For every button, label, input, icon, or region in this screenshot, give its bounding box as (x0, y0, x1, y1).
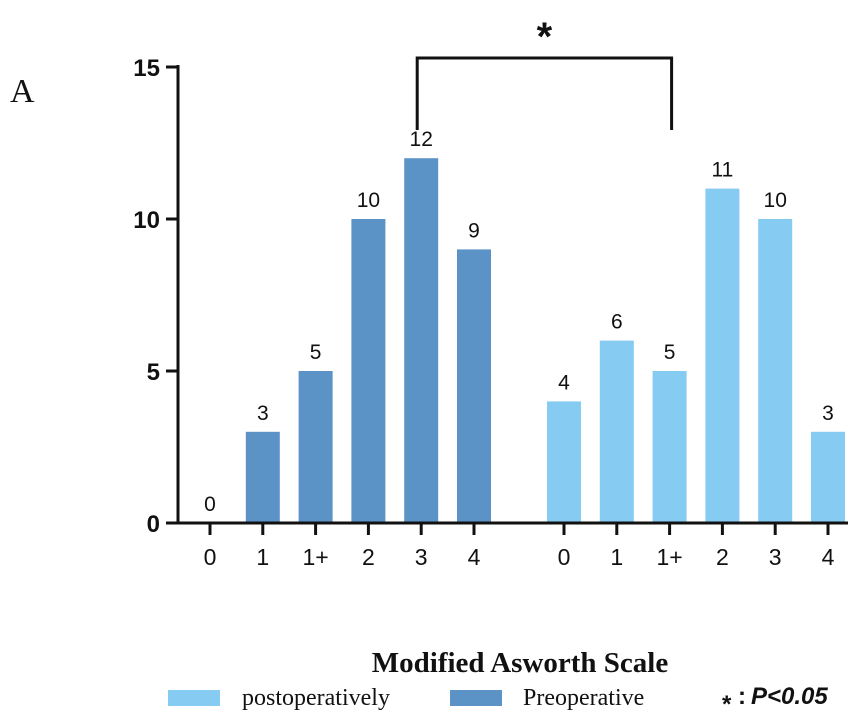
legend-swatch-postoperatively (168, 690, 220, 706)
data-labels-group: 0 3 5 10 12 9 4 6 5 11 10 3 (204, 128, 834, 516)
data-label: 0 (204, 493, 216, 516)
bar-preoperative-2 (351, 219, 386, 523)
x-tick-label: 4 (822, 544, 835, 570)
x-tick-label: 2 (716, 544, 729, 570)
y-tick-label: 15 (133, 55, 160, 82)
bar-postoperatively-4 (811, 431, 845, 523)
legend-label-preoperative: Preoperative (523, 685, 644, 711)
bar-postoperatively-1+ (652, 371, 687, 523)
y-tick-label: 0 (147, 511, 160, 538)
x-tick-label: 0 (558, 544, 571, 570)
data-label: 5 (310, 341, 322, 364)
x-tick-label: 0 (204, 544, 217, 570)
x-tick-label: 1+ (302, 544, 328, 570)
data-label: 11 (711, 159, 733, 182)
bar-postoperatively-1 (599, 340, 634, 523)
panel-label: A (10, 73, 35, 110)
bar-postoperatively-0 (547, 401, 581, 523)
data-label: 5 (664, 341, 676, 364)
x-tick-label: 1+ (656, 544, 682, 570)
legend-swatch-preoperative (450, 690, 502, 706)
data-label: 6 (611, 311, 623, 334)
x-tick-label: 3 (769, 544, 782, 570)
x-axis-label: Modified Asworth Scale (372, 647, 669, 679)
legend-label-postoperatively: postoperatively (242, 685, 390, 711)
legend-significance-colon: : (738, 683, 746, 710)
data-label: 12 (410, 128, 433, 151)
bars-group (245, 158, 845, 523)
y-tick-label: 10 (133, 207, 160, 234)
data-label: 3 (257, 402, 269, 425)
bar-postoperatively-3 (758, 219, 793, 523)
y-tick-label: 5 (147, 359, 160, 386)
data-label: 10 (764, 189, 787, 212)
x-tick-label: 2 (362, 544, 375, 570)
data-label: 10 (357, 189, 380, 212)
x-tick-label: 4 (468, 544, 481, 570)
significance-bracket-line (415, 56, 674, 130)
significance-bracket (415, 56, 674, 130)
legend-significance-marker: * (722, 691, 732, 715)
data-label: 9 (468, 219, 480, 242)
data-label: 3 (822, 402, 834, 425)
x-tick-label: 1 (610, 544, 623, 570)
bar-preoperative-4 (457, 249, 491, 523)
bar-preoperative-3 (404, 158, 439, 523)
legend: postoperatively Preoperative * : P<0.05 (168, 683, 828, 715)
bar-preoperative-1 (245, 431, 280, 523)
x-axis (166, 521, 848, 535)
bar-postoperatively-2 (705, 188, 740, 523)
x-tick-label: 1 (256, 544, 269, 570)
significance-marker: * (537, 15, 553, 59)
data-label: 4 (558, 371, 570, 394)
legend-p-value: P<0.05 (751, 683, 828, 710)
x-tick-labels: 0 1 1+ 2 3 4 0 1 1+ 2 3 4 (204, 544, 835, 570)
y-axis: 0 5 10 15 (133, 55, 180, 538)
x-tick-label: 3 (415, 544, 428, 570)
bar-preoperative-1+ (298, 371, 333, 523)
